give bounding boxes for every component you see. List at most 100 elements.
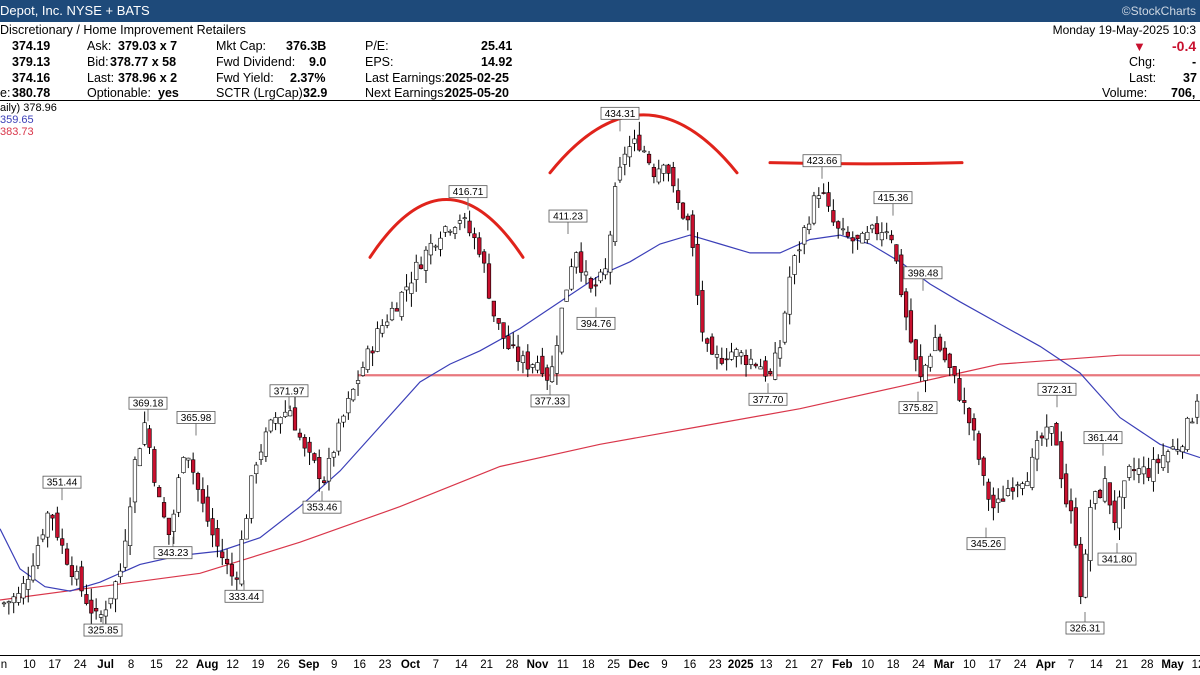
candle-body — [583, 271, 589, 276]
candle-body — [118, 570, 123, 578]
candle-body — [656, 168, 661, 183]
x-tick-label: May — [1161, 659, 1184, 671]
candle-body — [690, 214, 695, 248]
candle-body — [540, 355, 545, 375]
candle-body — [1112, 500, 1117, 524]
candle-body — [399, 291, 404, 317]
open-value: 374.19 — [12, 39, 51, 53]
candle-body — [1044, 426, 1049, 440]
candle-body — [549, 366, 555, 383]
candle-body — [74, 571, 79, 580]
x-tick-label: 27 — [810, 659, 824, 671]
candle-body — [414, 261, 419, 280]
candle-body — [836, 221, 841, 229]
candle-body — [1015, 484, 1020, 487]
candle-body — [719, 357, 724, 364]
x-tick-label: 23 — [708, 659, 722, 671]
candle-body — [671, 167, 676, 187]
volume-label: Volume: — [1102, 86, 1148, 100]
candle-body — [855, 234, 860, 240]
candle-body — [1127, 465, 1132, 478]
x-tick-label: 11 — [556, 659, 569, 671]
candle-body — [588, 278, 593, 289]
candle-body — [903, 291, 909, 318]
candle-body — [564, 289, 569, 302]
candle-body — [132, 459, 138, 503]
candlestick-chart[interactable]: 351.44 369.18 365.98 371.97 416.71 411.23 434.… — [0, 101, 1200, 656]
candle-body — [511, 344, 516, 347]
candle-body — [637, 134, 642, 151]
candle-body — [593, 284, 598, 287]
candle-body — [321, 480, 327, 483]
candle-body — [685, 215, 690, 221]
pivot-label-box — [903, 266, 943, 280]
change-value: -0.4 — [1172, 38, 1197, 54]
x-tick-label: 21 — [785, 659, 798, 671]
eps-label: EPS: — [365, 55, 394, 69]
candle-body — [884, 231, 889, 234]
candle-body — [273, 417, 278, 424]
candle-body — [6, 601, 11, 604]
candle-body — [477, 237, 482, 255]
candle-body — [1093, 491, 1098, 504]
x-tick-label: 14 — [454, 659, 468, 671]
candle-body — [1083, 553, 1088, 598]
candle-body — [1098, 489, 1103, 499]
candle-body — [792, 255, 797, 275]
pivot-label: 415.36 — [878, 193, 909, 204]
candle-body — [617, 166, 623, 181]
pattern-arc — [768, 161, 964, 166]
x-tick-label: Sep — [298, 659, 320, 671]
candle-body — [680, 202, 686, 219]
candle-body — [603, 268, 608, 276]
candle-body — [971, 418, 977, 431]
candle-body — [1190, 421, 1195, 424]
candle-body — [1030, 456, 1035, 488]
candle-body — [908, 310, 914, 343]
candle-body — [797, 249, 802, 252]
candle-body — [525, 351, 530, 370]
pivot-label: 351.44 — [47, 478, 78, 489]
x-tick-label: Jul — [97, 659, 114, 671]
pivot-label-box — [176, 411, 216, 424]
x-tick-label: 21 — [1115, 659, 1129, 671]
stockcharts-watermark: ©StockCharts — [1121, 4, 1196, 18]
candle-body — [1146, 468, 1151, 478]
candle-body — [191, 459, 196, 473]
candle-body — [695, 243, 700, 296]
x-tick-label: 26 — [277, 659, 290, 671]
right-last-label: Last: — [1129, 71, 1157, 85]
candle-body — [991, 494, 996, 509]
candle-body — [545, 367, 550, 381]
pe-value: 25.41 — [481, 39, 513, 53]
pivot-label-box — [802, 154, 842, 168]
x-tick-label: Feb — [832, 659, 853, 671]
candle-body — [186, 457, 191, 461]
candle-body — [1025, 481, 1030, 487]
candle-body — [35, 545, 41, 566]
candle-body — [166, 517, 172, 535]
x-axis: n 10 17 24 Jul 8 15 22 Aug 12 19 26 Sep 9 16 23 Oct 7 14 21… — [0, 655, 1200, 675]
candle-body — [448, 230, 453, 233]
candle-body — [346, 398, 351, 414]
candle-body — [845, 231, 850, 237]
candle-body — [64, 548, 70, 565]
price-chart-area[interactable]: 351.44 369.18 365.98 371.97 416.71 411.23 434.… — [0, 100, 1200, 655]
last-value: 378.96 x 2 — [118, 71, 178, 85]
candle-body — [913, 339, 918, 360]
optionable-label: Optionable: — [87, 86, 151, 100]
x-tick-label: 24 — [912, 659, 925, 671]
candle-body — [161, 502, 167, 518]
candle-body — [1175, 449, 1180, 452]
candle-body — [1102, 478, 1108, 502]
candle-body — [462, 217, 467, 220]
pivot-label: 375.82 — [903, 403, 934, 414]
pivot-label-box — [1037, 382, 1077, 396]
pivot-label: 398.48 — [908, 268, 939, 279]
candle-body — [292, 407, 298, 431]
candle-body — [375, 328, 380, 352]
candle-body — [331, 452, 336, 458]
chg-value: - — [1192, 55, 1197, 69]
x-tick-label: 21 — [480, 659, 494, 671]
candle-body — [268, 419, 273, 432]
